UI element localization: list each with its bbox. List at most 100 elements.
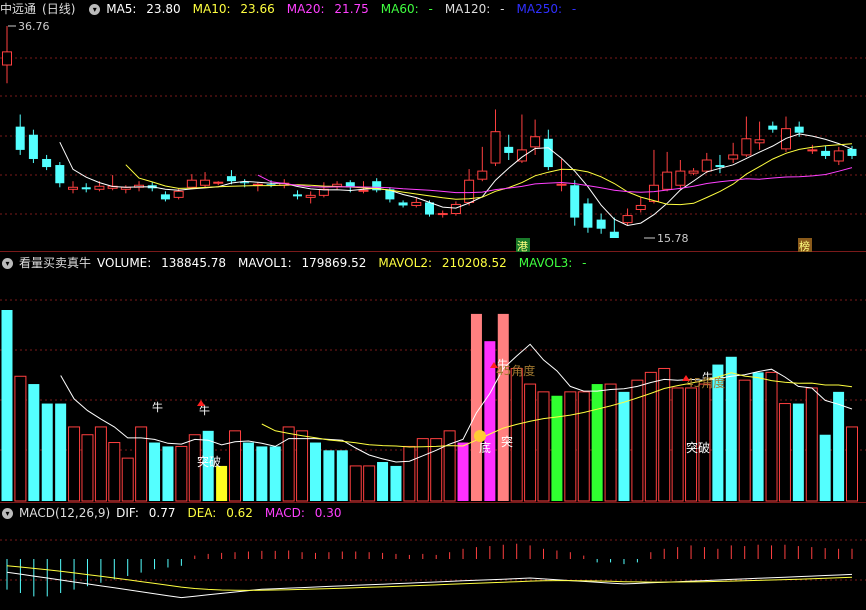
volume-bar: [149, 442, 161, 501]
volume-bar: [765, 371, 778, 502]
chevron-down-icon[interactable]: ▾: [2, 258, 13, 269]
volume-bar: [108, 442, 121, 502]
volume-bar: [416, 438, 429, 502]
volume-panel-header: ▾ 看量买卖真牛 VOLUME: 138845.78 MAVOL1: 179869.5…: [0, 254, 599, 272]
ma120-readout: MA120: -: [444, 2, 505, 16]
candle-body: [807, 149, 818, 152]
volume-bar: [309, 442, 321, 501]
volume-bar: [216, 465, 228, 501]
candle-body: [305, 194, 316, 198]
volume-bar: [671, 387, 684, 502]
candle-body: [42, 158, 52, 168]
volume-bar: [631, 379, 644, 502]
volume-bar: [188, 434, 201, 502]
candle-body: [662, 171, 673, 190]
candle-body: [847, 148, 857, 156]
candle-body: [477, 170, 488, 180]
candle-body: [94, 185, 105, 190]
volume-bar: [698, 383, 711, 502]
volume-bar: [55, 403, 67, 501]
volume-bar: [778, 403, 791, 502]
volume-bar: [94, 426, 107, 502]
ma20-line: [257, 167, 853, 194]
panel-divider: [0, 251, 866, 252]
tag-bang-badge[interactable]: [798, 238, 812, 252]
candle-body: [15, 126, 25, 150]
volume-bar: [256, 446, 268, 501]
volume-bar: [805, 387, 818, 502]
candle-body: [530, 136, 541, 148]
candle-body: [768, 125, 778, 130]
candle-body: [794, 126, 804, 133]
volume-bar: [833, 391, 845, 501]
candle-body: [425, 202, 434, 215]
volume-bar: [591, 384, 603, 501]
niu-label-2: 牛: [199, 403, 210, 417]
candle-body: [741, 138, 752, 156]
dif-readout: DIF: 0.77: [116, 506, 176, 520]
candle-body: [173, 190, 184, 198]
tag-gang-badge[interactable]: [516, 238, 530, 252]
mavol1-line: [60, 343, 853, 463]
dea-readout: DEA: 0.62: [187, 506, 253, 520]
macd-name[interactable]: MACD(12,26,9): [19, 506, 111, 520]
volume-bar: [457, 442, 469, 501]
candle-body: [358, 189, 369, 192]
candle-body: [609, 231, 619, 238]
candle-body: [821, 150, 831, 156]
volume-bar: [363, 465, 376, 502]
tag-gang-text: 港: [517, 240, 528, 253]
mavol2-readout: MAVOL2: 210208.52: [378, 256, 507, 270]
volume-bar: [202, 430, 214, 501]
volume-bar: [175, 445, 188, 502]
volume-bar: [323, 450, 335, 501]
candle-body: [635, 204, 646, 211]
stock-name[interactable]: 中远通 (日线): [0, 2, 76, 16]
chevron-down-icon[interactable]: ▾: [89, 4, 101, 15]
candle-body: [28, 134, 38, 159]
volume-bar: [403, 445, 416, 502]
volume-bar: [68, 426, 81, 502]
volume-bar: [470, 313, 482, 501]
macd-panel-header: ▾ MACD(12,26,9) DIF: 0.77 DEA: 0.62 MACD: 0.…: [0, 504, 353, 522]
candle-body: [200, 179, 211, 186]
volume-bar: [484, 341, 496, 501]
candle-body: [622, 215, 633, 224]
low-price-label: 15.78: [657, 232, 689, 245]
volume-bar: [135, 426, 148, 502]
angle-label-2: 45角度: [686, 375, 725, 390]
volume-bar: [242, 442, 254, 501]
candle-body: [754, 139, 765, 144]
smiley-icon: [474, 430, 486, 442]
candle-body: [675, 170, 686, 186]
candle-body: [213, 181, 224, 184]
volume-bar: [377, 462, 389, 501]
volume-bar: [819, 434, 831, 501]
volume-bar: [269, 446, 281, 501]
candle-body: [398, 202, 408, 206]
candle-body: [490, 131, 501, 164]
dea-line: [6, 565, 853, 591]
volume-bar: [537, 391, 550, 502]
candle-body: [504, 146, 514, 153]
volume-bar: [618, 391, 630, 501]
volume-bar: [510, 367, 523, 502]
volume-bar: [551, 395, 563, 501]
niu-label-3: 牛: [497, 357, 508, 371]
volume-bar: [81, 434, 94, 502]
chevron-down-icon[interactable]: ▾: [2, 508, 13, 519]
price-panel-header: 中远通 (日线) ▾ MA5: 23.80 MA10: 23.66 MA20: 21.7…: [0, 0, 588, 18]
candle-body: [583, 203, 593, 228]
candle-body: [292, 194, 302, 197]
candle-body: [266, 184, 276, 186]
tupo-label-3: 突: [501, 434, 513, 449]
volume-bar: [430, 438, 443, 502]
ma5-readout: MA5: 23.80: [106, 2, 181, 16]
high-price-label: 36.76: [18, 20, 50, 33]
candle-body: [688, 170, 699, 174]
candle-body: [372, 181, 382, 191]
volume-bar: [564, 391, 577, 502]
up-arrow-icon: [197, 400, 205, 406]
indicator-name[interactable]: 看量买卖真牛: [19, 256, 92, 270]
